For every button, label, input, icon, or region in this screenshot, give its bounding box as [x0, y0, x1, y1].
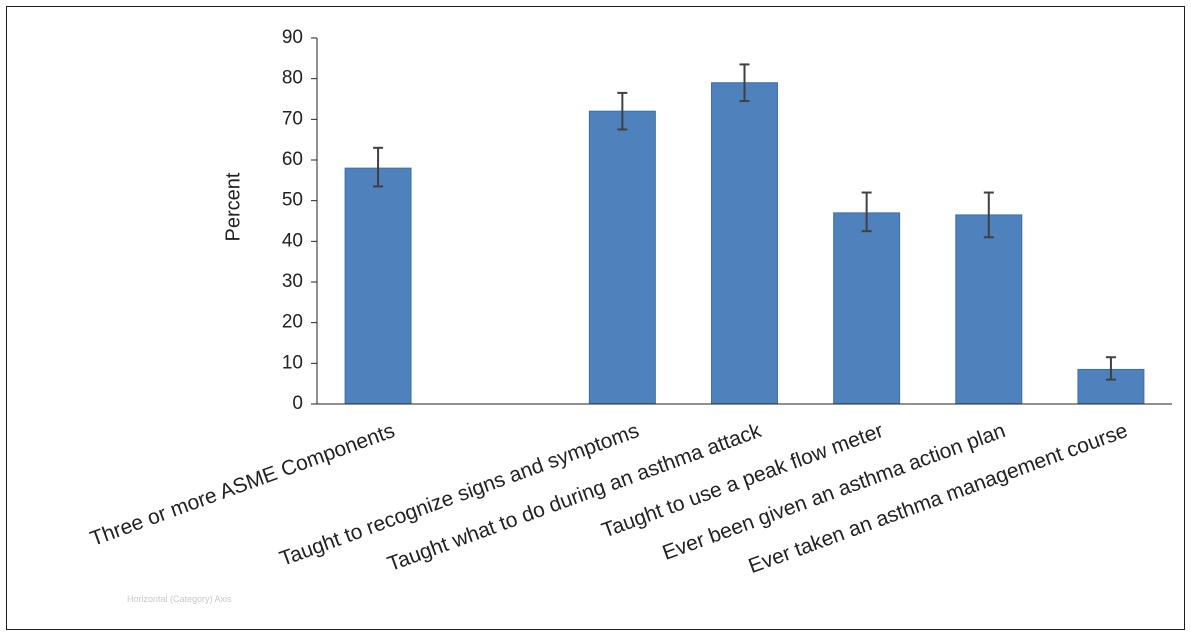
- bar: [955, 214, 1023, 405]
- y-tick-label: 90: [282, 27, 303, 48]
- y-tick-label: 40: [282, 230, 303, 251]
- y-tick-label: 70: [282, 108, 303, 129]
- bar: [588, 110, 656, 405]
- y-tick-label: 30: [282, 271, 303, 292]
- chart-frame: 0 10 20 30 40 50 60 70 80 90 Three or more ASME C…: [6, 6, 1185, 630]
- y-axis-title: Percent: [222, 172, 244, 241]
- y-tick-label: 0: [292, 393, 303, 414]
- error-bars-layer: [373, 63, 1116, 381]
- y-tick-label: 80: [282, 68, 303, 89]
- axis-layer: 0 10 20 30 40 50 60 70 80 90: [282, 27, 1172, 414]
- y-tick-label: 50: [282, 190, 303, 211]
- y-tick-label: 20: [282, 312, 303, 333]
- bar: [711, 82, 778, 405]
- y-tick-label: 10: [282, 352, 303, 373]
- bar: [344, 167, 412, 405]
- bars-layer: [344, 82, 1145, 405]
- axis-name-tag: Horizontal (Category) Axis: [127, 594, 232, 604]
- y-tick-label: 60: [282, 149, 303, 170]
- chart-svg: 0 10 20 30 40 50 60 70 80 90 Three or more ASME C…: [87, 27, 1172, 604]
- bar: [833, 212, 901, 405]
